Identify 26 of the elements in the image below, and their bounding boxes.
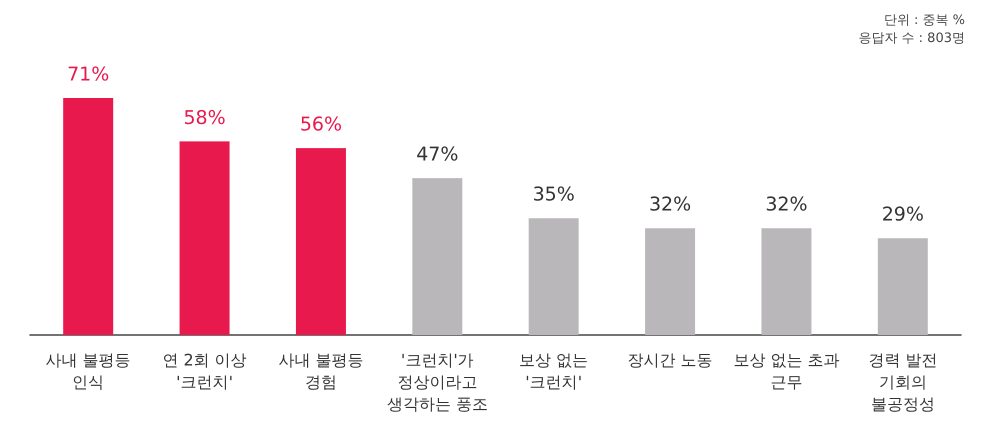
data-label: 32% <box>765 194 808 216</box>
bar <box>296 148 346 335</box>
x-tick-label: 장시간 노동 <box>628 350 713 370</box>
x-tick-label: 보상 없는 초과 근무 <box>733 350 840 392</box>
x-tick-label: 사내 불평등 경험 <box>278 350 364 392</box>
data-label: 32% <box>648 194 692 216</box>
data-label: 56% <box>300 114 342 136</box>
data-label: 71% <box>67 64 110 86</box>
bar <box>878 238 928 335</box>
bar <box>412 178 462 335</box>
data-label: 47% <box>416 144 458 166</box>
bar <box>528 218 579 335</box>
bar <box>645 228 696 335</box>
x-tick-label: '크런치'가 정상이라고 생각하는 풍조 <box>386 350 488 414</box>
bar <box>63 98 114 335</box>
x-tick-label: 경력 발전 기회의 불공정성 <box>868 350 938 414</box>
text: 단위 : 중복 % <box>884 13 966 28</box>
x-tick-label: 보상 없는 '크런치' <box>519 350 588 392</box>
bar <box>180 141 230 335</box>
x-tick-label: 사내 불평등 인식 <box>46 350 131 392</box>
data-label: 35% <box>532 184 575 206</box>
x-tick-label: 연 2회 이상 '크런치' <box>162 350 247 392</box>
text: 응답자 수 : 803명 <box>858 31 966 46</box>
data-label: 58% <box>183 106 226 129</box>
bar <box>761 228 812 335</box>
data-label: 29% <box>882 204 924 226</box>
